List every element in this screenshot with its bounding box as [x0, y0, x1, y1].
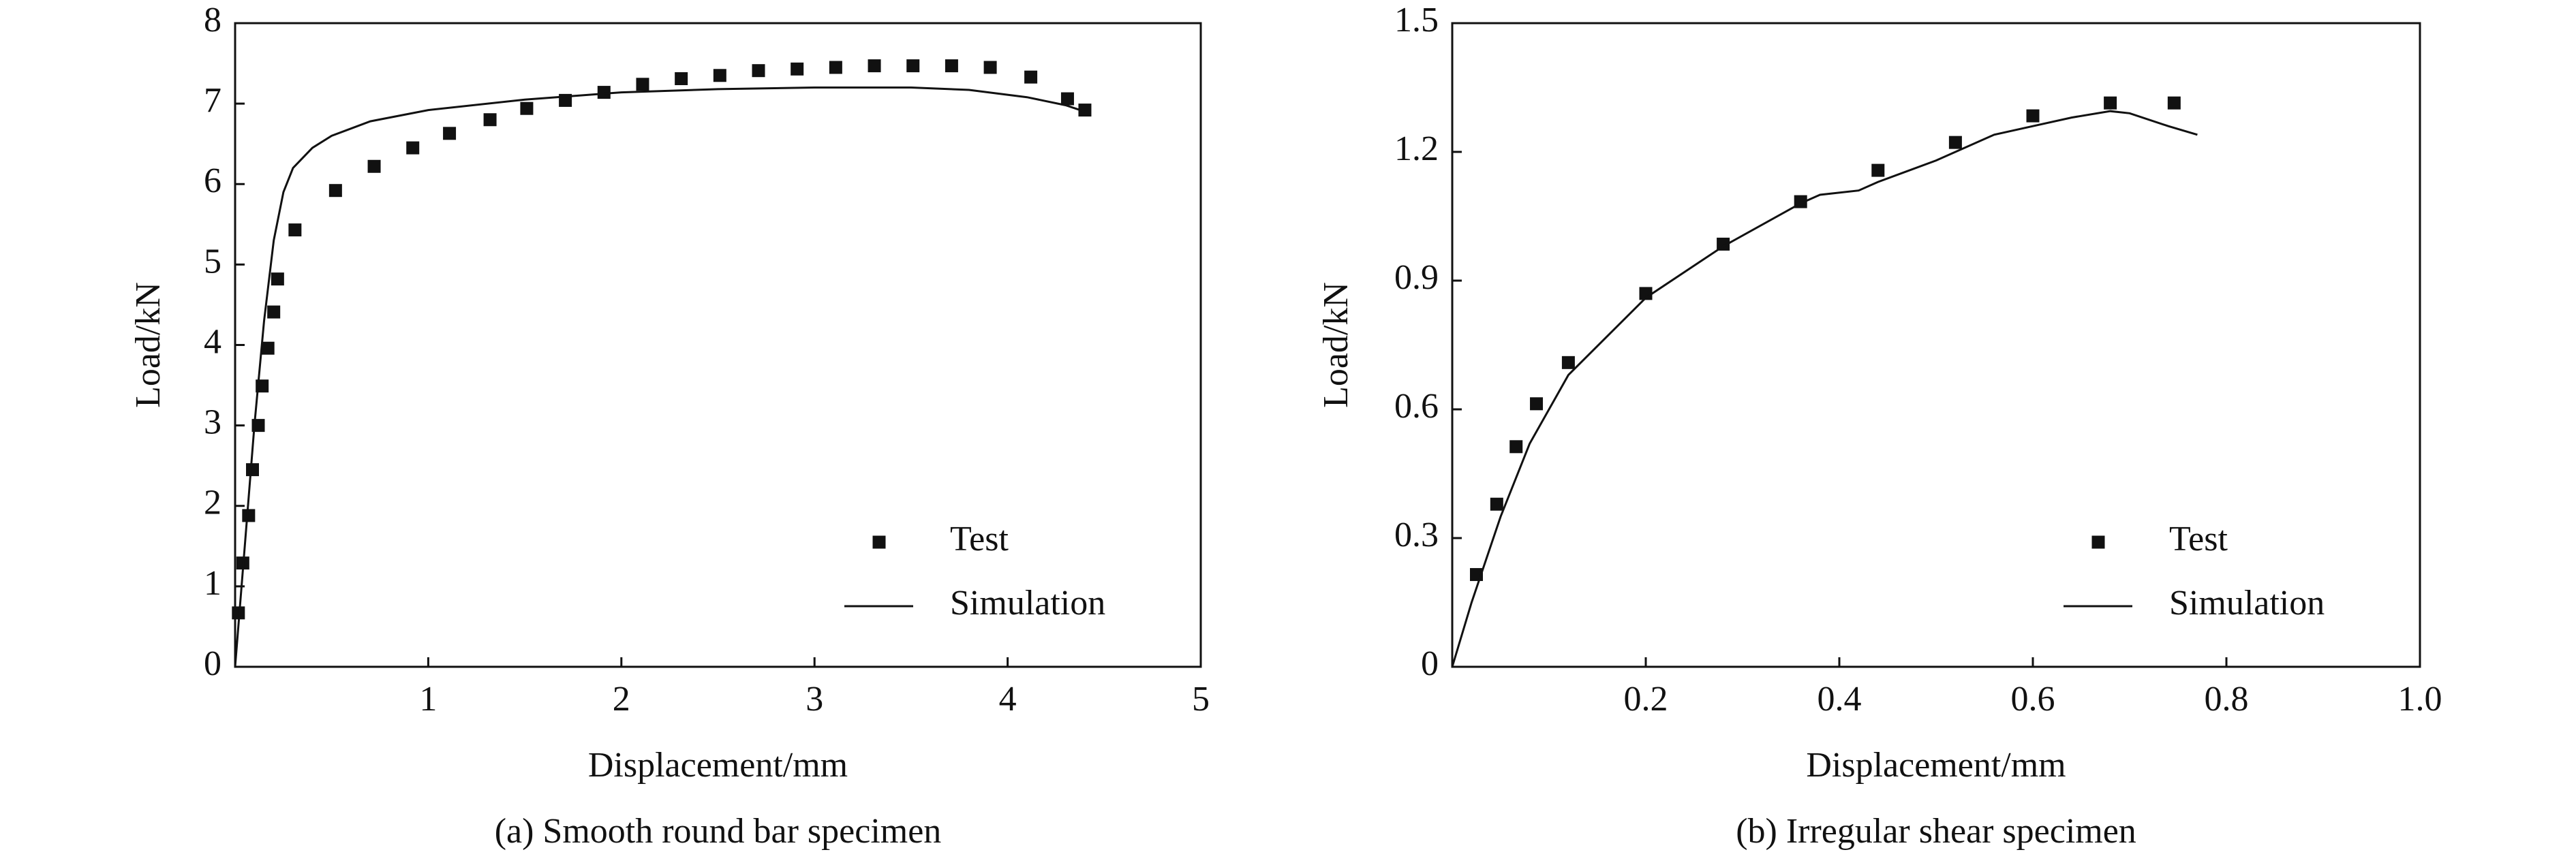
test-point — [713, 69, 726, 82]
legend-marker — [872, 535, 886, 549]
test-point — [675, 72, 688, 86]
legend-marker — [2091, 535, 2105, 549]
y-tick-label: 0 — [204, 644, 221, 683]
y-tick-label: 1.2 — [1394, 129, 1439, 168]
x-tick-label: 5 — [1192, 680, 1210, 719]
x-axis-label: Displacement/mm — [1806, 746, 2066, 785]
test-point — [1060, 92, 1074, 106]
test-point — [242, 509, 256, 522]
simulation-line — [1451, 110, 2198, 667]
test-point — [1948, 136, 1962, 149]
legend-label: Simulation — [950, 584, 1105, 623]
legend-label: Test — [950, 520, 1009, 559]
caption: (a) Smooth round bar specimen — [495, 812, 942, 851]
x-axis-label: Displacement/mm — [588, 746, 848, 785]
test-point — [261, 341, 275, 355]
test-point — [328, 184, 342, 198]
test-point — [1509, 440, 1523, 454]
y-axis-label: Load/kN — [129, 282, 168, 408]
x-tick-label: 0.6 — [2011, 680, 2055, 719]
y-tick-label: 6 — [204, 161, 221, 200]
x-tick-label: 0.4 — [1818, 680, 1862, 719]
test-point — [2104, 96, 2117, 110]
test-point — [232, 606, 245, 620]
test-point — [791, 62, 804, 76]
x-tick-label: 0.2 — [1624, 680, 1668, 719]
test-point — [246, 463, 260, 477]
test-point — [520, 101, 534, 115]
test-point — [1490, 497, 1503, 511]
y-tick-label: 5 — [204, 242, 221, 281]
y-tick-label: 0.6 — [1394, 387, 1439, 426]
test-point — [1871, 163, 1885, 177]
test-point — [752, 64, 765, 78]
test-point — [1024, 70, 1038, 84]
test-point — [406, 141, 420, 155]
test-point — [1561, 356, 1575, 369]
x-tick-label: 0.8 — [2205, 680, 2249, 719]
y-tick-label: 3 — [204, 403, 221, 442]
y-tick-label: 1.5 — [1394, 1, 1439, 40]
test-point — [868, 59, 881, 73]
y-tick-label: 7 — [204, 81, 221, 120]
x-tick-label: 1 — [419, 680, 437, 719]
test-point — [443, 127, 457, 140]
x-tick-label: 2 — [613, 680, 630, 719]
test-point — [2026, 109, 2040, 123]
y-axis-label: Load/kN — [1317, 282, 1355, 408]
test-point — [945, 59, 958, 73]
simulation-line — [234, 86, 1086, 667]
test-point — [2167, 96, 2181, 110]
plot-frame — [1451, 22, 2421, 668]
test-point — [829, 61, 842, 74]
x-tick-label: 3 — [806, 680, 823, 719]
test-point — [288, 223, 302, 237]
y-tick-label: 1 — [204, 564, 221, 603]
test-point — [906, 59, 920, 73]
x-tick-label: 4 — [999, 680, 1017, 719]
y-tick-label: 2 — [204, 484, 221, 522]
x-tick-label: 1.0 — [2398, 680, 2442, 719]
test-point — [597, 86, 611, 99]
caption: (b) Irregular shear specimen — [1736, 812, 2136, 851]
test-point — [1078, 104, 1092, 117]
test-point — [267, 305, 281, 319]
test-point — [983, 61, 997, 74]
y-tick-label: 8 — [204, 1, 221, 40]
y-tick-label: 0 — [1421, 644, 1439, 683]
legend-label: Simulation — [2169, 584, 2325, 623]
y-tick-label: 4 — [204, 322, 221, 361]
y-tick-label: 0.9 — [1394, 258, 1439, 297]
test-point — [367, 159, 381, 173]
y-tick-label: 0.3 — [1394, 516, 1439, 554]
legend-label: Test — [2169, 520, 2228, 559]
test-point — [1530, 397, 1544, 411]
test-point — [271, 272, 284, 286]
test-point — [636, 78, 649, 91]
test-point — [483, 113, 497, 127]
